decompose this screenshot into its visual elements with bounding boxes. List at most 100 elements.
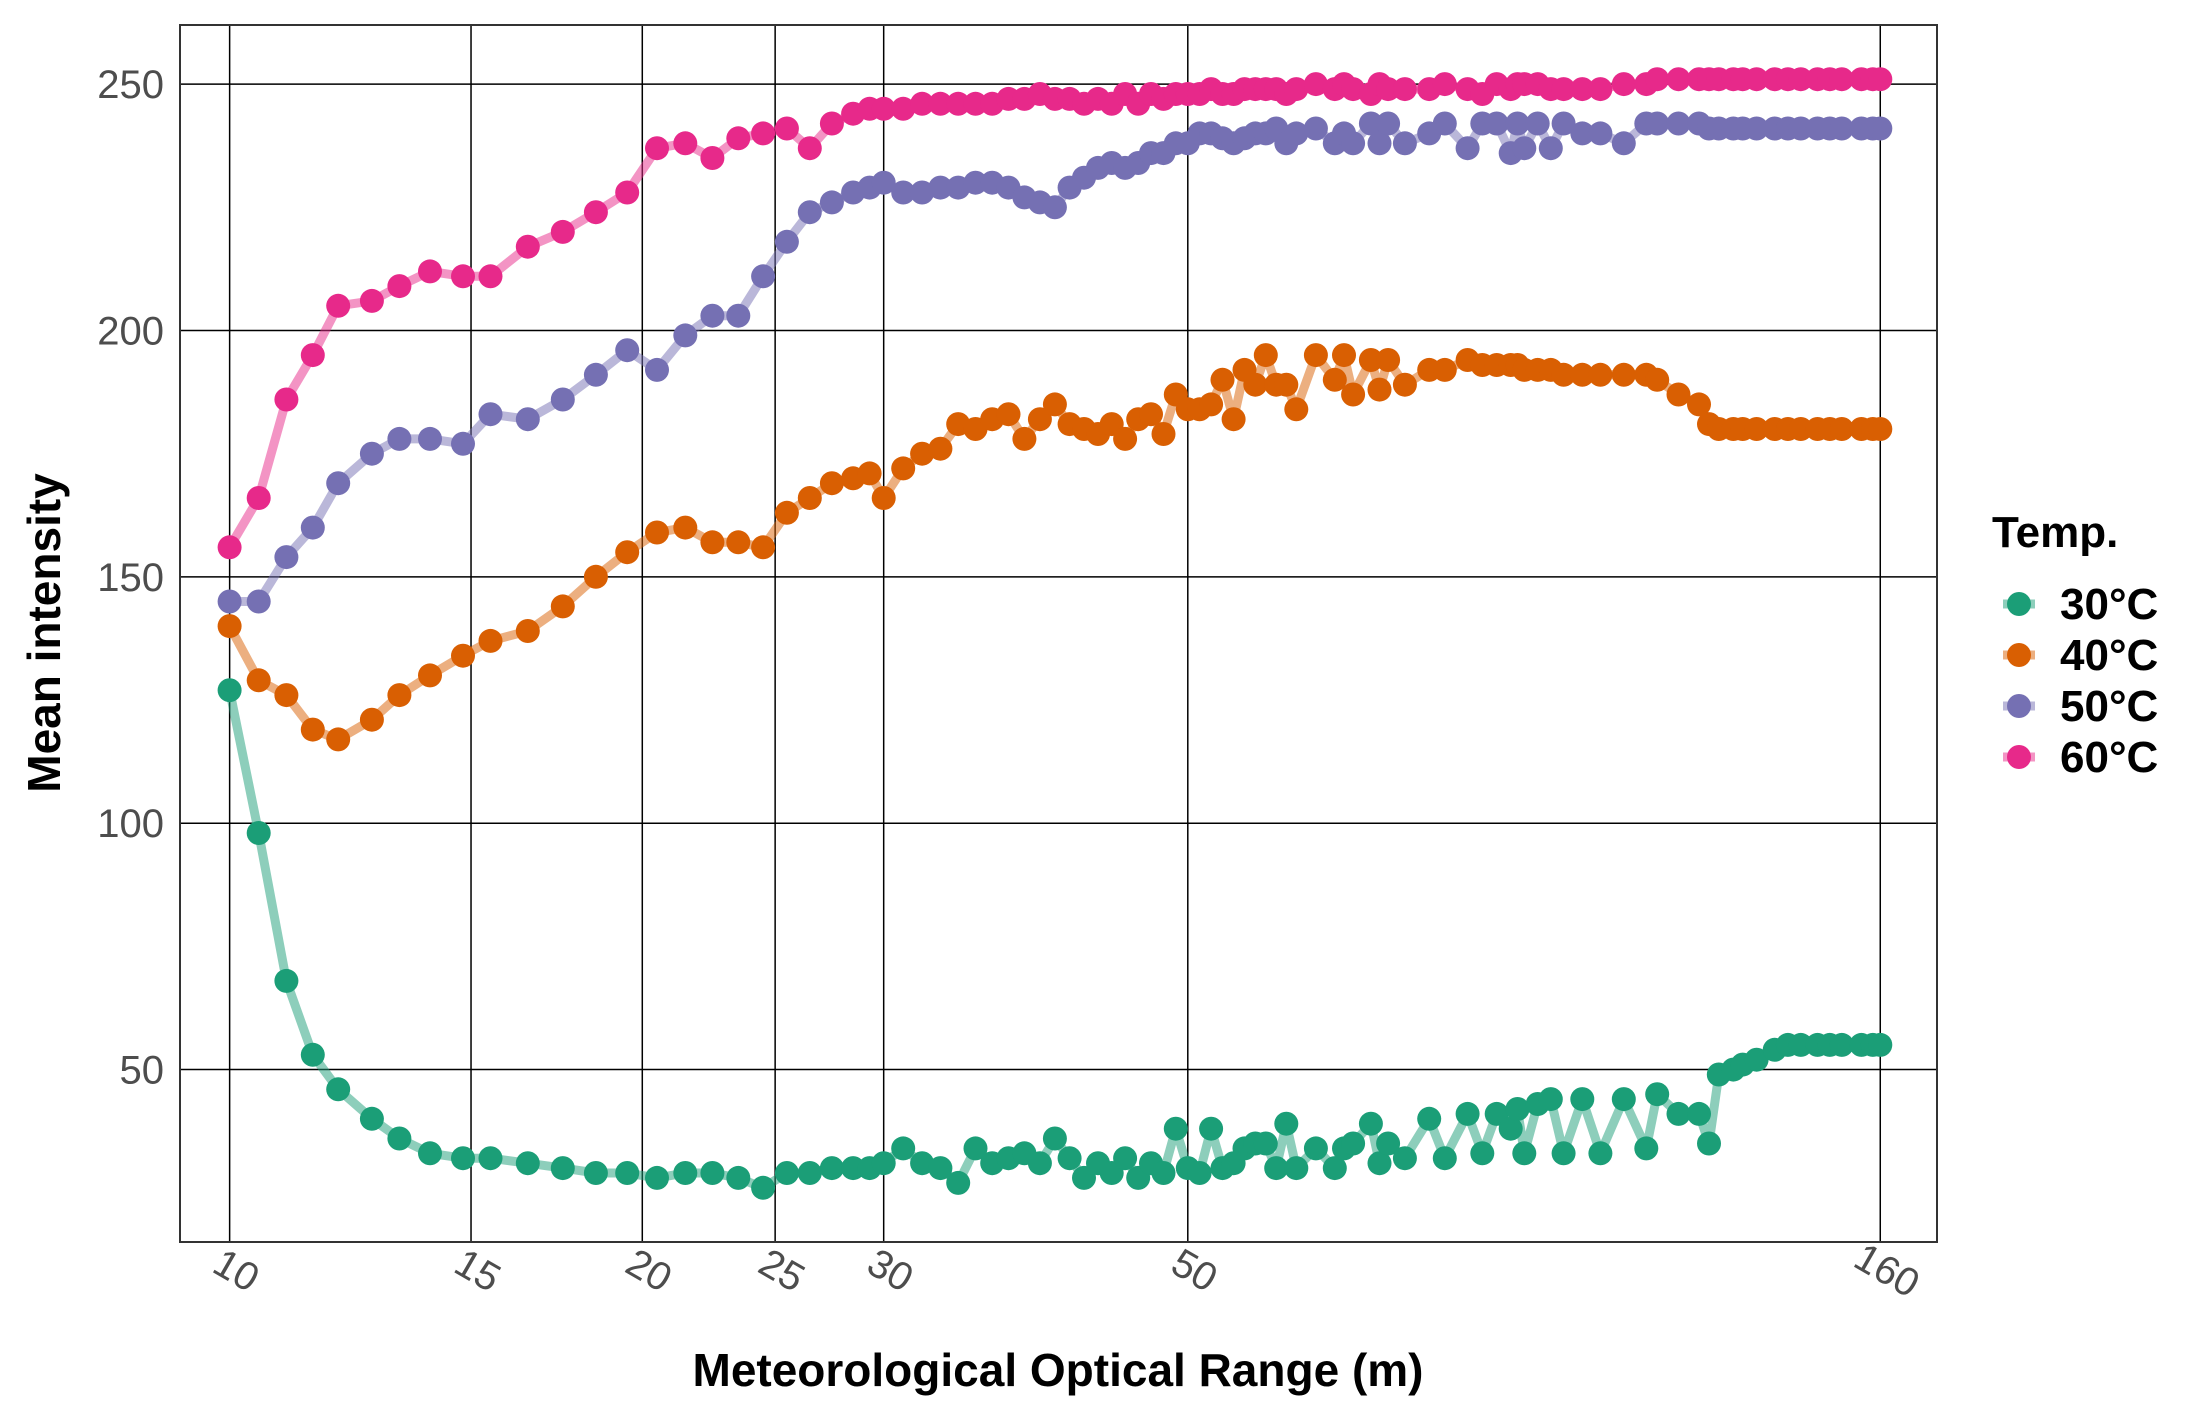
data-point xyxy=(615,338,640,363)
data-point xyxy=(217,614,242,639)
data-point xyxy=(700,303,725,328)
data-point xyxy=(1512,1141,1537,1166)
data-point xyxy=(246,589,271,614)
data-point xyxy=(645,1165,669,1190)
data-point xyxy=(1868,116,1893,141)
data-point xyxy=(819,190,844,215)
data-point xyxy=(1367,377,1392,402)
data-point xyxy=(217,678,242,703)
data-point xyxy=(1505,111,1530,136)
data-point xyxy=(1687,392,1711,417)
data-point xyxy=(673,1161,698,1185)
legend-label: 50°C xyxy=(2060,682,2158,731)
data-point xyxy=(1645,111,1670,136)
data-point xyxy=(1432,357,1457,382)
data-point xyxy=(300,515,325,540)
data-point xyxy=(1455,1101,1480,1126)
data-point xyxy=(797,1161,822,1185)
data-point xyxy=(478,1146,503,1171)
data-point xyxy=(387,1126,412,1151)
data-point xyxy=(246,486,271,510)
data-point xyxy=(1264,1156,1289,1181)
data-point xyxy=(1253,1131,1278,1156)
data-point xyxy=(1744,1047,1769,1072)
data-point xyxy=(1367,1151,1392,1176)
data-point xyxy=(1744,417,1769,441)
data-point xyxy=(274,683,299,708)
data-point xyxy=(1187,1161,1212,1185)
data-point xyxy=(418,663,442,688)
data-point xyxy=(1274,1111,1299,1136)
data-point xyxy=(1588,77,1613,102)
data-point xyxy=(1588,1141,1613,1166)
data-point xyxy=(1376,77,1401,102)
data-point xyxy=(946,1170,971,1195)
data-point xyxy=(1829,116,1854,141)
y-tick-label: 250 xyxy=(97,63,164,107)
data-point xyxy=(1868,1032,1893,1057)
data-point xyxy=(891,180,916,205)
data-point xyxy=(1588,362,1613,387)
data-point xyxy=(1341,1131,1366,1156)
data-point xyxy=(1788,67,1813,92)
data-point xyxy=(418,259,442,284)
data-point xyxy=(819,471,844,496)
data-point xyxy=(1432,111,1457,136)
data-point xyxy=(246,821,271,845)
data-point xyxy=(1210,367,1235,392)
data-point xyxy=(1392,131,1417,156)
data-point xyxy=(774,500,799,525)
data-point xyxy=(1057,1146,1082,1171)
data-point xyxy=(1570,121,1595,146)
data-point xyxy=(1432,72,1457,97)
data-point xyxy=(1221,407,1246,432)
data-point xyxy=(1570,362,1595,387)
data-point xyxy=(1417,1106,1442,1131)
data-point xyxy=(871,1151,896,1176)
data-point xyxy=(1303,72,1328,97)
data-point xyxy=(774,229,799,254)
data-point xyxy=(726,1165,751,1190)
data-point xyxy=(1284,397,1309,422)
data-point xyxy=(359,707,384,732)
data-point xyxy=(1551,77,1576,102)
data-point xyxy=(1829,67,1854,92)
data-point xyxy=(418,1141,442,1166)
data-point xyxy=(1498,1116,1523,1141)
data-point xyxy=(1042,392,1067,417)
data-point xyxy=(583,200,608,225)
data-point xyxy=(891,456,916,481)
data-point xyxy=(910,441,935,466)
data-point xyxy=(1367,131,1392,156)
data-point xyxy=(1303,343,1328,368)
data-point xyxy=(274,545,299,570)
data-point xyxy=(1611,362,1636,387)
y-tick-label: 50 xyxy=(120,1049,165,1093)
data-point xyxy=(946,91,971,116)
data-point xyxy=(1358,1111,1383,1136)
data-point xyxy=(615,1161,640,1185)
x-axis-title: Meteorological Optical Range (m) xyxy=(693,1344,1424,1396)
data-point xyxy=(996,402,1021,427)
data-point xyxy=(451,431,475,456)
data-point xyxy=(1392,372,1417,397)
data-point xyxy=(797,200,822,225)
data-point xyxy=(1525,111,1550,136)
data-point xyxy=(1322,367,1347,392)
data-point xyxy=(819,111,844,136)
data-point xyxy=(963,1136,988,1161)
data-point xyxy=(819,1156,844,1181)
data-point xyxy=(359,1106,384,1131)
data-point xyxy=(1358,111,1383,136)
data-point xyxy=(963,170,988,195)
data-point xyxy=(673,323,698,348)
data-point xyxy=(550,1156,575,1181)
series-layer xyxy=(217,67,1893,1200)
y-tick-label: 100 xyxy=(97,802,164,846)
data-point xyxy=(359,288,384,313)
data-point xyxy=(751,264,776,289)
data-point xyxy=(1829,1032,1854,1057)
data-point xyxy=(1470,1141,1495,1166)
